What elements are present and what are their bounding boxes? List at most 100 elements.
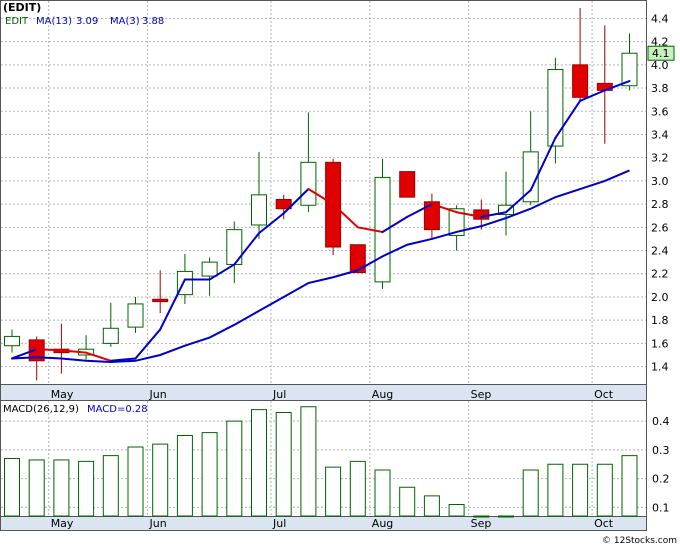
- ma3-segment: [579, 89, 606, 102]
- macd-bar: [572, 463, 589, 517]
- candle-body: [251, 194, 267, 226]
- copyright: © 12Stocks.com: [602, 536, 677, 546]
- macd-month-label: Jun: [149, 517, 167, 530]
- ma3-segment: [134, 328, 162, 360]
- macd-bar: [522, 469, 539, 517]
- macd-title: MACD(26,12,9): [3, 404, 79, 415]
- price-ytick-label: 2.6: [651, 221, 669, 234]
- candle-body: [275, 198, 292, 210]
- macd-bar: [547, 463, 564, 517]
- last-price-label: 4.1: [652, 47, 670, 60]
- legend-ma13-value: 3.09: [76, 16, 98, 27]
- legend-ma3-label: MA(3): [110, 16, 140, 27]
- price-month-label: Aug: [372, 388, 393, 401]
- price-ytick-label: 3.4: [651, 128, 669, 141]
- ma3-segment: [282, 188, 310, 215]
- ma3-segment: [35, 348, 63, 352]
- macd-bar: [102, 455, 119, 517]
- macd-bar: [349, 460, 366, 517]
- macd-bar: [4, 458, 20, 517]
- price-ytick-label: 1.4: [651, 361, 669, 374]
- macd-bar: [423, 495, 440, 517]
- macd-bar: [53, 459, 70, 517]
- price-ytick-label: 2.4: [651, 245, 669, 258]
- moving-average-lines: [11, 80, 631, 363]
- ma3-segment: [233, 232, 260, 266]
- ma3-segment: [455, 211, 483, 218]
- macd-ytick-label: 0.3: [652, 444, 670, 457]
- macd-ytick-label: 0.1: [652, 501, 670, 514]
- price-ytick-label: 4.0: [651, 59, 669, 72]
- price-ytick-label: 1.8: [651, 314, 669, 327]
- price-ytick-label: 3.8: [651, 82, 669, 95]
- ma3-segment: [307, 188, 335, 206]
- ma3-segment: [554, 99, 582, 139]
- price-ytick-label: 3.2: [651, 152, 669, 165]
- ma-legend: EDIT MA(13) 3.09 MA(3) 3.88: [5, 16, 164, 27]
- ma3-segment: [430, 203, 458, 214]
- ma3-segment: [603, 80, 631, 92]
- price-ytick-label: 3.0: [651, 175, 669, 188]
- ma3-segment: [529, 136, 557, 192]
- macd-bar: [78, 460, 95, 517]
- candle-body: [399, 171, 416, 198]
- macd-bar: [399, 486, 416, 517]
- macd-legend: MACD(26,12,9) MACD=0.28: [3, 404, 148, 415]
- ma3-segment: [11, 348, 38, 360]
- macd-month-label: Oct: [594, 517, 614, 530]
- price-month-label: Oct: [594, 388, 614, 401]
- macd-month-labels: May Jun Jul Aug Sep Oct: [51, 517, 614, 530]
- macd-bar: [275, 412, 292, 517]
- ma3-segment: [332, 203, 359, 229]
- macd-bar: [201, 432, 218, 517]
- ma3-segment: [505, 189, 532, 214]
- price-month-label: Jun: [149, 388, 167, 401]
- price-yaxis-area: [647, 0, 679, 401]
- candle-body: [572, 64, 589, 98]
- macd-value-label: MACD=0.28: [87, 404, 148, 415]
- macd-bar: [473, 515, 490, 518]
- candle-body: [498, 204, 514, 216]
- macd-month-axis: [0, 516, 647, 531]
- price-month-label: Jul: [272, 388, 286, 401]
- ticker-label: (EDIT): [3, 1, 41, 14]
- legend-symbol: EDIT: [5, 16, 29, 27]
- macd-bar: [251, 409, 267, 517]
- ma3-segment: [85, 351, 112, 362]
- candle-body: [152, 298, 169, 303]
- macd-bar: [596, 463, 613, 517]
- ma3-segment: [406, 203, 433, 218]
- macd-bar: [325, 466, 342, 517]
- candle-body: [522, 151, 539, 203]
- price-month-labels: May Jun Jul Aug Sep Oct: [51, 388, 614, 401]
- candle-body: [621, 52, 638, 87]
- candle-body: [448, 208, 465, 236]
- macd-month-label: May: [51, 517, 74, 530]
- macd-ytick-label: 0.4: [652, 415, 670, 428]
- candle-body: [127, 303, 144, 328]
- candle-body: [201, 261, 218, 277]
- ma3-segment: [258, 212, 285, 235]
- ma3-segment: [109, 357, 137, 362]
- macd-bars: [4, 406, 638, 518]
- price-ytick-label: 3.6: [651, 105, 669, 118]
- macd-bar: [28, 459, 45, 517]
- ma3-segment: [356, 226, 384, 233]
- macd-bar: [226, 420, 243, 517]
- price-ytick-label: 2.0: [651, 291, 669, 304]
- candle-body: [547, 68, 564, 147]
- macd-bar: [448, 504, 465, 517]
- macd-month-label: Jul: [272, 517, 286, 530]
- macd-ytick-label: 0.2: [652, 473, 670, 486]
- ma3-segment: [381, 215, 409, 233]
- macd-bar: [498, 515, 514, 518]
- candle-body: [349, 244, 366, 274]
- price-y-ticks: 1.4 1.6 1.8 2.0 2.2 2.4 2.6 2.8 3.0 3.2 3.4 3.6 3.8 4…: [651, 12, 669, 373]
- price-month-axis: [0, 384, 647, 401]
- price-ytick-label: 4.2: [651, 36, 669, 49]
- macd-month-label: Sep: [471, 517, 492, 530]
- macd-bar: [300, 406, 317, 517]
- macd-bar: [621, 455, 638, 517]
- macd-bar: [127, 446, 144, 517]
